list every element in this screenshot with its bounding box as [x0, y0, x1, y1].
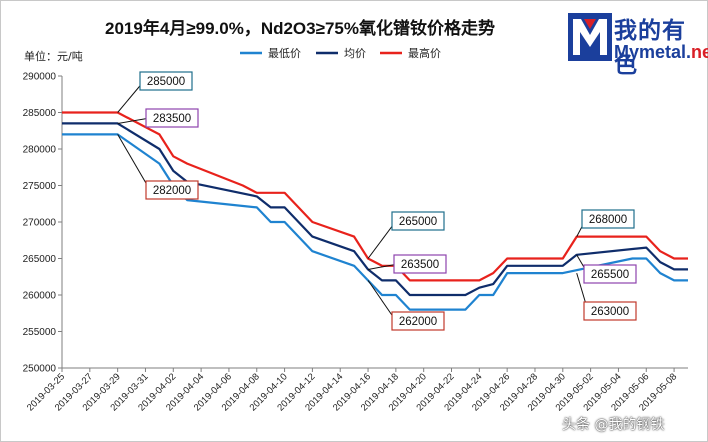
unit-label: 单位：元/吨 — [24, 50, 83, 63]
series-line — [62, 122, 688, 297]
callout-box — [391, 211, 445, 231]
callout-label: 283500 — [153, 113, 191, 125]
y-tick-label: 250000 — [23, 364, 57, 375]
logo-en-accent: net — [691, 42, 708, 62]
callout-box — [139, 71, 193, 91]
logo-m-icon — [568, 13, 612, 61]
y-tick-label: 285000 — [23, 108, 57, 119]
y-tick-label: 260000 — [23, 291, 57, 302]
callout-leader — [367, 280, 397, 322]
value-callouts: 285000 283500 282000 265000 263500 262000 2680… — [117, 71, 637, 331]
y-tick-label: 255000 — [23, 327, 57, 338]
callout-leader — [367, 220, 397, 259]
y-tick-label: 275000 — [23, 181, 57, 192]
callout-box — [583, 301, 637, 321]
legend-label: 均价 — [344, 47, 366, 60]
y-tick-label: 290000 — [23, 72, 57, 83]
callout-box — [581, 209, 635, 229]
callout-box — [391, 311, 445, 331]
chart-legend: 最低价 均价 最高价 — [240, 46, 441, 60]
mymetal-logo: 我的有色 Mymetal.net — [566, 10, 708, 78]
series-line — [62, 111, 688, 282]
callout-label: 263000 — [591, 306, 629, 318]
logo-en-text: Mymetal.net — [614, 42, 708, 63]
callout-box — [145, 180, 199, 200]
callout-label: 285000 — [147, 76, 185, 88]
y-tick-label: 265000 — [23, 254, 57, 265]
callout-box — [145, 108, 199, 128]
y-tick-label: 270000 — [23, 218, 57, 229]
chart-title: 2019年4月≥99.0%，Nd2O3≥75%氧化镨钕价格走势 — [105, 19, 495, 38]
legend-label: 最高价 — [408, 46, 441, 60]
legend-label: 最低价 — [268, 47, 301, 60]
callout-label: 265500 — [591, 269, 629, 281]
callout-box — [583, 264, 637, 284]
callout-leader — [117, 117, 151, 124]
callout-label: 265000 — [399, 216, 437, 228]
callout-box — [393, 254, 447, 274]
logo-en-main: Mymetal. — [614, 42, 692, 62]
callout-leader — [117, 134, 151, 191]
y-tick-label: 280000 — [23, 145, 57, 156]
watermark: 头条 @我的钢铁 — [562, 417, 665, 433]
callout-label: 268000 — [589, 214, 627, 226]
logo-cn-text: 我的有色 — [614, 18, 686, 78]
callout-leader — [367, 263, 399, 270]
callout-label: 262000 — [399, 316, 437, 328]
callout-label: 263500 — [401, 259, 439, 271]
callout-label: 282000 — [153, 185, 191, 197]
